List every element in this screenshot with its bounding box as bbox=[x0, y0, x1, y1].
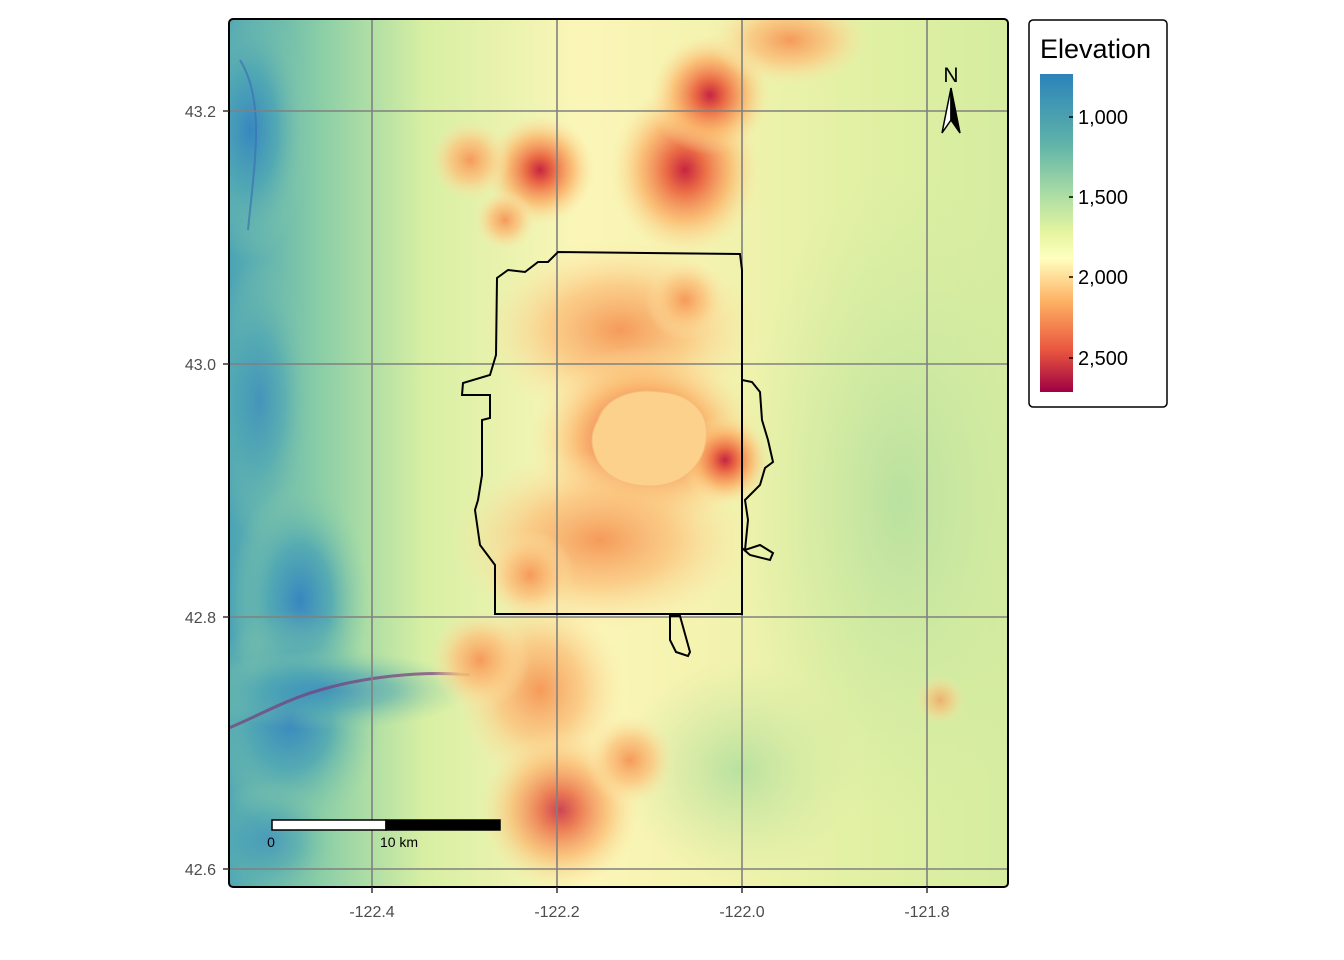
x-tick-label: -122.4 bbox=[349, 904, 394, 921]
scale-label-start: 0 bbox=[267, 834, 275, 850]
north-arrow-label: N bbox=[943, 64, 958, 87]
y-tick-label: 43.0 bbox=[185, 357, 216, 374]
axis-ticks bbox=[223, 110, 928, 893]
legend-label: 1,500 bbox=[1078, 187, 1128, 209]
north-arrow-icon: N bbox=[941, 64, 961, 134]
y-tick-label: 43.2 bbox=[185, 104, 216, 121]
legend-title: Elevation bbox=[1040, 34, 1151, 64]
x-tick-label: -121.8 bbox=[904, 904, 949, 921]
legend-label: 2,000 bbox=[1078, 267, 1128, 289]
legend-colorbar bbox=[1040, 74, 1073, 392]
park-boundary bbox=[460, 250, 775, 658]
legend-label: 2,500 bbox=[1078, 348, 1128, 370]
y-tick-label: 42.6 bbox=[185, 862, 216, 879]
y-tick-label: 42.8 bbox=[185, 610, 216, 627]
x-tick-label: -122.2 bbox=[534, 904, 579, 921]
legend-label: 1,000 bbox=[1078, 107, 1128, 129]
crater-lake bbox=[591, 390, 707, 487]
scale-bar: 0 10 km bbox=[267, 819, 501, 850]
terrain-raster bbox=[229, 19, 1008, 887]
x-tick-label: -122.0 bbox=[719, 904, 764, 921]
scale-label-end: 10 km bbox=[380, 834, 418, 850]
map-panel-border bbox=[228, 18, 1009, 888]
legend: Elevation 1,000 1,500 2,000 2,500 bbox=[1028, 19, 1168, 408]
